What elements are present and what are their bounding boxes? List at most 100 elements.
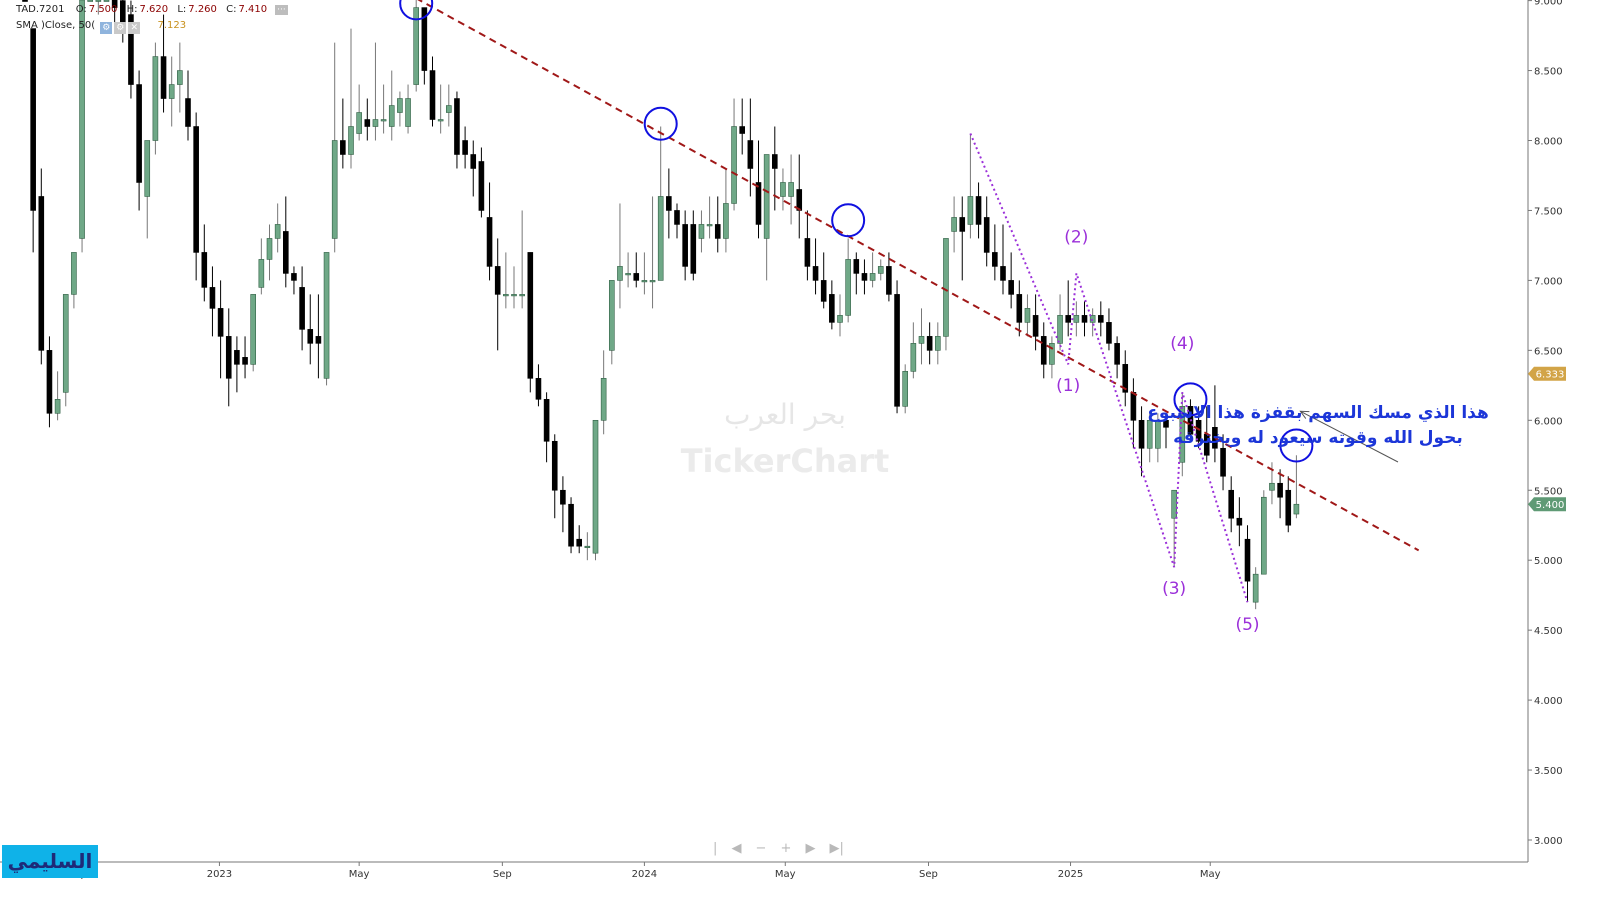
wave-label: (4) [1170, 334, 1194, 354]
plot-area[interactable] [0, 0, 1528, 862]
y-tick-label: 4.500 [1534, 626, 1563, 637]
nav-prev-button[interactable]: ◀ [731, 840, 742, 856]
candle-body [1024, 308, 1031, 323]
candle-body [763, 154, 770, 239]
indicator-legend: SMA )Close, 50( ⚙ ⚙ ✕ 7.123 [16, 20, 186, 34]
open-label: O: [75, 4, 87, 15]
candle-body [1089, 315, 1096, 323]
more-button[interactable]: ··· [275, 5, 288, 15]
candle-body [1244, 538, 1251, 582]
candle-body [1261, 496, 1267, 575]
gear-icon[interactable]: ⚙ [114, 22, 127, 34]
candle-body [1106, 322, 1112, 344]
candle-body [503, 294, 509, 297]
candle-body [568, 503, 574, 547]
candle-body [853, 259, 860, 274]
candle-body [519, 294, 525, 297]
candle-body [258, 259, 265, 288]
candle-body [193, 126, 199, 253]
candle-body [527, 252, 534, 379]
y-tick-label: 6.000 [1534, 416, 1563, 427]
candle-body [185, 98, 191, 127]
nav-last-button[interactable]: ▶| [829, 840, 844, 856]
indicator-label: SMA )Close, 50( [16, 20, 96, 31]
candle-body [1098, 315, 1104, 323]
candle-body [1252, 573, 1259, 603]
candle-body [829, 294, 835, 323]
candle-body [1016, 294, 1023, 323]
candle-body [1032, 315, 1039, 337]
symbol-label: TAD.7201 [16, 4, 65, 15]
indicator-value: 7.123 [157, 20, 187, 31]
candle-body [934, 336, 941, 351]
candle-body [177, 70, 183, 85]
sma-price-tag [1528, 366, 1566, 381]
candle-body [812, 266, 819, 281]
candle-body [128, 14, 134, 85]
candle-body [429, 70, 436, 120]
candle-body [323, 252, 330, 379]
candle-body [54, 399, 61, 414]
candle-body [731, 126, 737, 204]
candle-body [405, 98, 411, 127]
candle-body [926, 336, 933, 351]
y-tick-label: 3.000 [1534, 836, 1563, 847]
x-tick-label: Sep [919, 869, 938, 880]
candle-body [364, 119, 371, 127]
zoom-in-button[interactable]: + [780, 840, 792, 856]
candle-body [38, 196, 45, 351]
candle-body [608, 280, 615, 351]
candle-body [992, 252, 998, 267]
zoom-out-button[interactable]: − [755, 840, 767, 856]
x-tick-label: 2024 [632, 869, 657, 880]
last-price-tag [1528, 497, 1566, 512]
candle-body [943, 238, 949, 337]
candle-body [902, 371, 909, 407]
candle-body [543, 399, 550, 442]
candle-body [551, 440, 558, 491]
wave-label: (3) [1162, 579, 1186, 599]
candle-body [796, 189, 803, 211]
overlays: (1) (2) (3) (4) (5) [399, 0, 1420, 635]
candle-body [299, 287, 305, 330]
candle-body [1057, 315, 1063, 344]
candle-body [136, 84, 142, 183]
x-axis: Sep2023MaySep2024MaySep2025May [68, 862, 1221, 880]
candle-body [755, 182, 762, 225]
settings-icon[interactable]: ⚙ [100, 22, 113, 34]
price-tag-label: 5.400 [1536, 500, 1565, 511]
candle-body [886, 266, 892, 295]
breakout-circle [643, 106, 678, 141]
candle-body [1228, 489, 1234, 519]
candle-body [975, 196, 982, 225]
candle-body [918, 336, 925, 344]
candles [22, 0, 1300, 610]
nav-next-button[interactable]: ▶ [805, 840, 816, 856]
annotation-arrowhead [1299, 410, 1310, 419]
candle-body [291, 273, 297, 281]
candle-body [1040, 336, 1047, 365]
x-tick-label: May [775, 869, 796, 880]
candle-body [397, 98, 403, 113]
candle-body [437, 119, 444, 122]
candle-body [625, 273, 631, 276]
annotation: هذا الذي مسك السهم بقفزة هذا الاسبوع بحو… [1147, 403, 1489, 448]
price-tags: 6.333 5.400 [1528, 366, 1566, 512]
close-icon[interactable]: ✕ [128, 22, 141, 34]
candle-body [560, 489, 566, 505]
candle-body [1122, 364, 1129, 393]
candle-body [46, 350, 53, 414]
candle-body [967, 196, 974, 225]
candle-body [649, 280, 656, 283]
candle-body [454, 98, 460, 155]
candle-body [462, 140, 468, 155]
candle-body [421, 7, 428, 71]
candle-body [348, 126, 354, 155]
nav-first-button[interactable]: | [713, 840, 718, 856]
candle-body [584, 545, 591, 549]
candle-body [1155, 419, 1161, 449]
low-value: 7.260 [188, 4, 217, 15]
candle-body [1081, 315, 1088, 323]
candle-body [877, 266, 884, 274]
